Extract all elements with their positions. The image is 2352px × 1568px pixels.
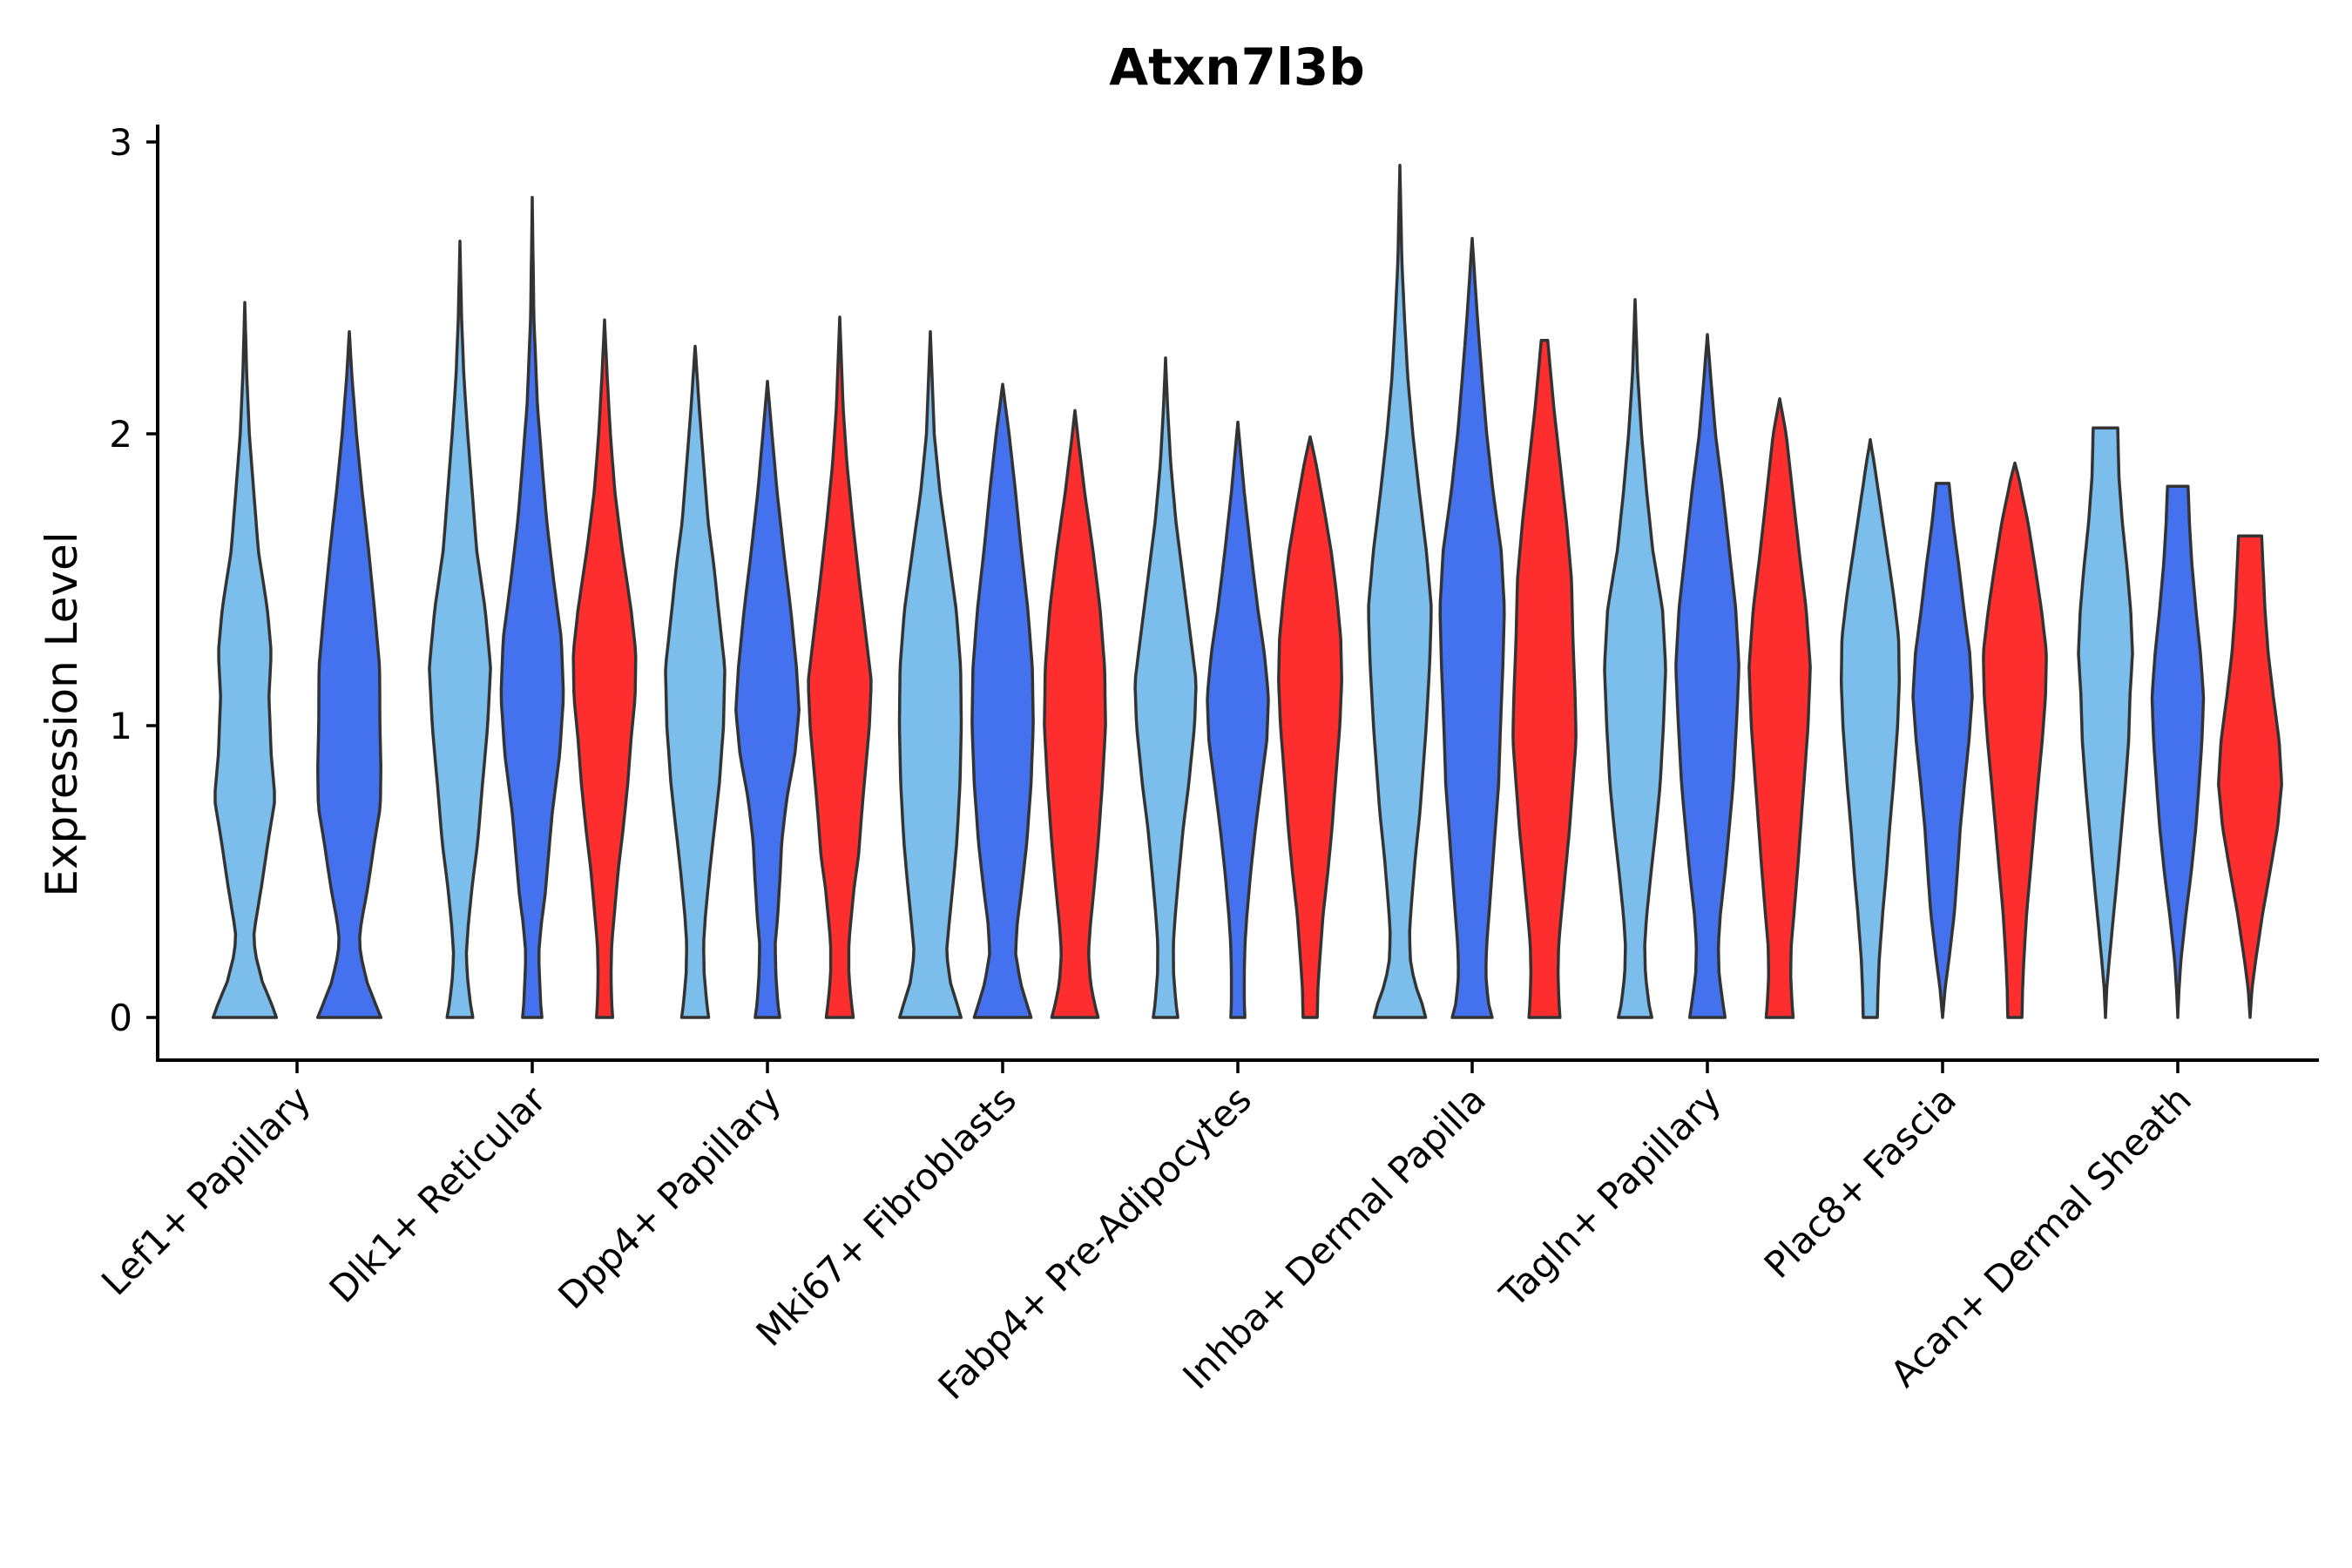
violin-8-1 — [1839, 437, 1902, 1019]
violin-5-3 — [1277, 435, 1343, 1019]
violin-2-1 — [428, 240, 492, 1019]
violins-layer — [211, 164, 2283, 1019]
violin-9-3 — [2217, 534, 2283, 1019]
violin-6-1 — [1367, 164, 1433, 1019]
violin-8-3 — [1982, 461, 2048, 1019]
violin-6-2 — [1438, 236, 1506, 1019]
violin-3-2 — [734, 379, 801, 1019]
violin-8-2 — [1911, 482, 1974, 1019]
violin-3-1 — [664, 344, 727, 1019]
violin-7-1 — [1603, 298, 1667, 1019]
violin-7-3 — [1747, 397, 1812, 1019]
y-ticks-layer: 0 1 2 3 — [109, 121, 158, 1039]
violin-4-3 — [1043, 409, 1107, 1019]
violin-5-1 — [1133, 356, 1198, 1019]
violin-1-2 — [315, 330, 383, 1019]
violin-2-3 — [571, 318, 638, 1019]
violin-2-2 — [499, 195, 565, 1019]
y-tick-label: 3 — [109, 121, 132, 164]
violin-6-3 — [1511, 339, 1578, 1019]
y-tick-label: 1 — [109, 705, 132, 747]
chart-title: Atxn7l3b — [1109, 37, 1364, 97]
x-category-label: Plac8+ Fascia — [1756, 1078, 1964, 1286]
x-category-label: Tagln+ Papillary — [1491, 1078, 1729, 1315]
y-tick-label: 0 — [109, 997, 132, 1039]
violin-4-2 — [970, 382, 1035, 1019]
x-category-label: Mki67+ Fibroblasts — [748, 1078, 1024, 1354]
violin-5-2 — [1206, 420, 1270, 1019]
violin-9-1 — [2077, 426, 2134, 1019]
violin-1-1 — [211, 301, 279, 1019]
y-axis-label: Expression Level — [37, 531, 87, 896]
violin-9-2 — [2150, 484, 2206, 1019]
x-category-label: Lef1+ Papillary — [93, 1078, 319, 1303]
violin-7-2 — [1674, 333, 1740, 1019]
x-category-label: Dpp4+ Papillary — [550, 1078, 789, 1317]
violin-3-3 — [807, 315, 873, 1019]
violin-4-1 — [897, 330, 963, 1019]
y-tick-label: 2 — [109, 413, 132, 456]
x-category-label: Dlk1+ Reticular — [321, 1078, 555, 1311]
